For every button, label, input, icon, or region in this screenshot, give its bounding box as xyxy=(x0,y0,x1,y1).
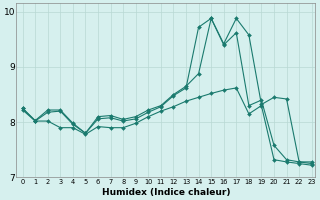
X-axis label: Humidex (Indice chaleur): Humidex (Indice chaleur) xyxy=(102,188,230,197)
